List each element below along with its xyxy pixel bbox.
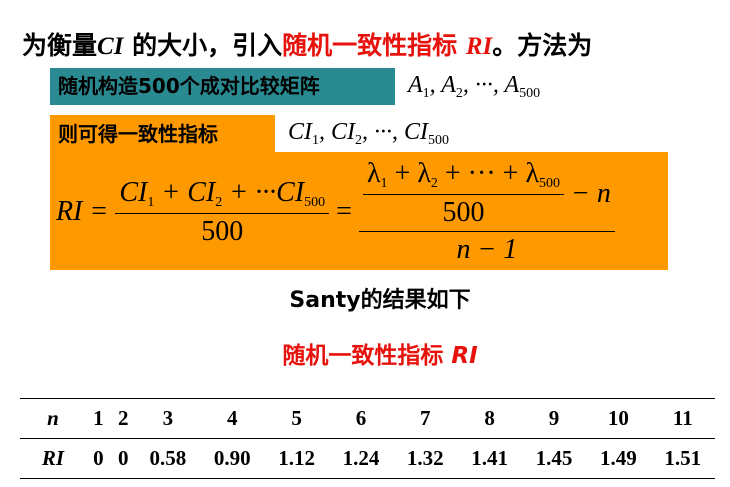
denominator: 500: [442, 197, 485, 228]
table-cell: 3: [162, 406, 174, 430]
title-text: 。方法为: [492, 31, 593, 60]
table-cell: 8: [484, 406, 495, 430]
numerator: CI1 + CI2 + ···CI500: [115, 176, 330, 214]
math-text: λ: [366, 158, 381, 189]
table-cell: RI: [41, 446, 65, 470]
table-cell: n: [47, 406, 59, 430]
title-ri: RI: [465, 33, 493, 60]
title: 为衡量CI 的大小，引入随机一致性指标 RI。方法为: [22, 26, 592, 62]
math-subscript: 2: [215, 194, 223, 210]
table-cell: 1: [93, 406, 104, 430]
title-text: 为衡量: [22, 31, 98, 60]
math-subscript: 2: [430, 176, 438, 191]
formula-box: RI = CI1 + CI2 + ···CI500 500 = λ1 + λ2 …: [50, 152, 668, 270]
numerator: λ1 + λ2 + ··· + λ500 500 − n: [358, 158, 615, 232]
math-subscript: 1: [312, 133, 319, 148]
table-cell: 5: [291, 406, 302, 430]
table-cell: 0.90: [213, 446, 251, 470]
table-cell: 9: [548, 406, 560, 430]
table-cell: 10: [607, 406, 629, 430]
math-text: CI: [288, 119, 312, 145]
math-text: CI: [276, 176, 305, 208]
math-text: A: [504, 72, 520, 98]
math-subscript: 2: [455, 86, 463, 101]
math-text: CI: [331, 119, 355, 145]
minus-n: − n: [571, 177, 611, 209]
math-text: ,: [429, 72, 442, 98]
math-subscript: 500: [304, 194, 326, 210]
step2-label: 则可得一致性指标: [50, 115, 275, 153]
ri-heading: 随机一致性指标 RI: [0, 336, 730, 370]
math-text: A: [408, 72, 423, 98]
math-subscript: 1: [147, 194, 155, 210]
numerator: λ1 + λ2 + ··· + λ500: [362, 158, 565, 195]
math-text: λ: [525, 158, 540, 189]
table-cell: 2: [118, 406, 129, 430]
math-text: + ···: [222, 176, 277, 208]
table-cell: 7: [420, 406, 431, 430]
math-subscript: 500: [519, 86, 541, 101]
ri-heading-symbol: RI: [451, 343, 478, 369]
math-subscript: 500: [539, 176, 561, 191]
denominator: n − 1: [456, 234, 518, 265]
math-text: λ: [417, 158, 431, 189]
title-highlight: 随机一致性指标: [282, 31, 466, 60]
math-text: , ···,: [362, 119, 404, 145]
math-text: CI: [187, 176, 216, 208]
title-ci: CI: [97, 33, 124, 60]
math-text: CI: [404, 119, 428, 145]
table-cell: 1.24: [342, 446, 380, 470]
table-cell: 1.45: [535, 446, 573, 470]
result-heading: Santy的结果如下: [289, 288, 471, 313]
step1-label: 随机构造500个成对比较矩阵: [50, 68, 395, 105]
math-text: CI: [119, 176, 148, 208]
table-row: n 1 2 3 4 5 6 7 8 9 10 11: [20, 398, 715, 439]
math-subscript: 2: [355, 133, 362, 148]
step1-math: A1, A2, ···, A500: [408, 72, 540, 102]
table-cell: 6: [355, 406, 367, 430]
math-text: A: [441, 72, 456, 98]
fraction: λ1 + λ2 + ··· + λ500 500 − n n − 1: [358, 158, 615, 266]
ri-table: n 1 2 3 4 5 6 7 8 9 10 11 RI 0 0 0.58 0.90 1.12 1.24 1.32 1.…: [20, 398, 715, 479]
table-row: RI 0 0 0.58 0.90 1.12 1.24 1.32 1.41 1.45 1.49 1.51: [20, 439, 715, 479]
formula-lhs: RI =: [56, 196, 109, 227]
equals: =: [336, 196, 352, 227]
fraction: λ1 + λ2 + ··· + λ500 500: [362, 158, 565, 229]
title-text: 的大小，引入: [123, 31, 283, 60]
math-subscript: 1: [380, 176, 388, 191]
formula: RI = CI1 + CI2 + ···CI500 500 = λ1 + λ2 …: [56, 158, 615, 266]
math-subscript: 500: [428, 133, 449, 148]
math-text: +: [154, 176, 188, 208]
denominator: 500: [201, 215, 244, 247]
table-cell: 1.12: [278, 446, 315, 470]
math-text: , ···,: [462, 72, 505, 98]
table-cell: 0: [93, 446, 104, 470]
math-subscript: 1: [422, 86, 430, 101]
table-cell: 0: [118, 446, 129, 470]
table-cell: 1.41: [471, 446, 509, 470]
math-text: ,: [319, 119, 331, 145]
table-cell: 1.51: [664, 446, 702, 470]
table-cell: 1.49: [600, 446, 637, 470]
table-cell: 4: [226, 406, 238, 430]
math-text: +: [387, 158, 418, 189]
table-cell: 11: [672, 406, 693, 430]
table-cell: 0.58: [149, 446, 187, 470]
math-text: + ··· +: [437, 158, 526, 189]
table-cell: 1.32: [406, 446, 444, 470]
step2-math: CI1, CI2, ···, CI500: [288, 119, 449, 149]
ri-heading-text: 随机一致性指标: [282, 343, 452, 369]
fraction: CI1 + CI2 + ···CI500 500: [115, 176, 330, 248]
